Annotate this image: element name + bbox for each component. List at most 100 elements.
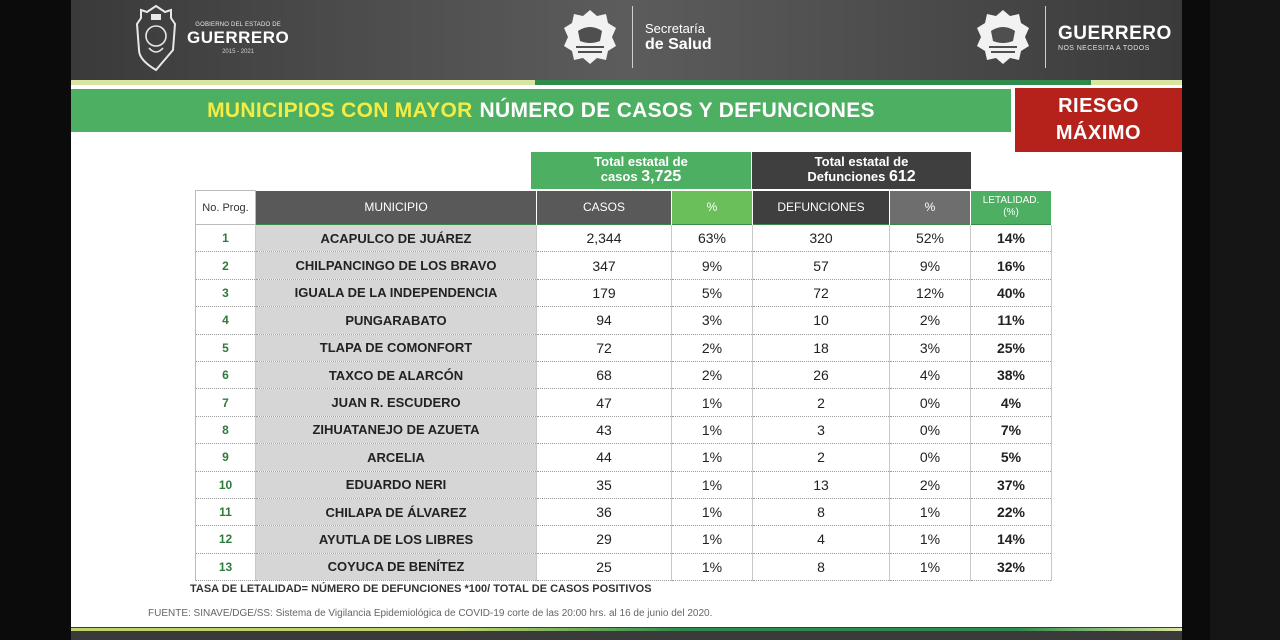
secretaria-logo: Secretaría de Salud [560,6,712,68]
total-deaths-value: 612 [888,168,916,185]
total-deaths-label: Total estatal de [814,154,909,169]
cell-casos: 43 [536,416,672,445]
cell-pct-casos: 1% [671,388,753,417]
cell-pct-defunciones: 0% [889,443,971,472]
cell-casos: 29 [536,525,672,554]
cell-defunciones: 2 [752,388,890,417]
cell-casos: 72 [536,334,672,362]
guerrero-slogan: NOS NECESITA A TODOS [1058,44,1150,52]
table-row: 8 ZIHUATANEJO DE AZUETA 43 1% 3 0% 7% [195,416,1052,445]
cell-defunciones: 18 [752,334,890,362]
header-casos: CASOS [536,190,672,225]
cell-pct-defunciones: 3% [889,334,971,362]
cell-pct-casos: 1% [671,416,753,445]
cell-letalidad: 7% [970,416,1052,445]
title-highlight: MUNICIPIOS CON MAYOR [207,98,473,122]
cell-municipio: CHILAPA DE ÁLVAREZ [255,498,537,527]
header-letalidad-line1: LETALIDAD. [982,195,1040,207]
header-municipio: MUNICIPIO [255,190,537,225]
cell-pct-casos: 1% [671,471,753,499]
slide: GOBIERNO DEL ESTADO DE GUERRERO 2015 - 2… [71,0,1182,640]
cell-letalidad: 14% [970,525,1052,554]
cell-prog: 11 [195,498,256,527]
cell-prog: 1 [195,223,256,253]
cell-prog: 10 [195,471,256,499]
cell-casos: 35 [536,471,672,499]
risk-line1: RIESGO [1058,95,1139,117]
cell-letalidad: 11% [970,306,1052,335]
total-deaths-label2: Defunciones [807,169,886,184]
table-row: 7 JUAN R. ESCUDERO 47 1% 2 0% 4% [195,388,1052,417]
total-deaths-box: Total estatal de Defunciones 612 [752,152,971,189]
state-shield-icon [135,4,177,72]
header-letalidad-line2: (%) [1003,207,1019,219]
cell-defunciones: 320 [752,223,890,253]
title-rest: NÚMERO DE CASOS Y DEFUNCIONES [479,98,875,122]
cell-pct-casos: 1% [671,443,753,472]
table-row: 13 COYUCA DE BENÍTEZ 25 1% 8 1% 32% [195,553,1052,582]
total-cases-label2: casos [600,169,638,184]
table-body: 1 ACAPULCO DE JUÁREZ 2,344 63% 320 52% 14% 2 CHI… [195,223,1052,582]
cell-prog: 8 [195,416,256,445]
cell-pct-casos: 5% [671,279,753,308]
cell-defunciones: 72 [752,279,890,308]
cell-casos: 2,344 [536,223,672,253]
cell-municipio: EDUARDO NERI [255,471,537,499]
cell-pct-defunciones: 2% [889,306,971,335]
cell-letalidad: 40% [970,279,1052,308]
table-header-row: No. Prog. MUNICIPIO CASOS % DEFUNCIONES … [195,190,1052,225]
cell-defunciones: 26 [752,361,890,390]
table-row: 3 IGUALA DE LA INDEPENDENCIA 179 5% 72 12% 40% [195,279,1052,308]
cell-prog: 9 [195,443,256,472]
header-accent-dark [535,80,1091,85]
table-row: 11 CHILAPA DE ÁLVAREZ 36 1% 8 1% 22% [195,498,1052,527]
cell-pct-defunciones: 12% [889,279,971,308]
guerrero-text: GUERRERO NOS NECESITA A TODOS [1058,23,1172,52]
page-title: MUNICIPIOS CON MAYOR NÚMERO DE CASOS Y D… [71,89,1011,132]
cell-pct-defunciones: 0% [889,388,971,417]
secretaria-text: Secretaría de Salud [645,21,712,53]
cell-casos: 179 [536,279,672,308]
cell-prog: 6 [195,361,256,390]
cell-letalidad: 4% [970,388,1052,417]
cell-letalidad: 14% [970,223,1052,253]
cell-pct-casos: 1% [671,525,753,554]
table-row: 1 ACAPULCO DE JUÁREZ 2,344 63% 320 52% 14% [195,223,1052,253]
cell-defunciones: 10 [752,306,890,335]
total-cases-box: Total estatal de casos 3,725 [531,152,751,189]
cell-prog: 7 [195,388,256,417]
cell-pct-casos: 63% [671,223,753,253]
cell-letalidad: 25% [970,334,1052,362]
cell-municipio: JUAN R. ESCUDERO [255,388,537,417]
cell-defunciones: 2 [752,443,890,472]
table-row: 6 TAXCO DE ALARCÓN 68 2% 26 4% 38% [195,361,1052,390]
cell-municipio: AYUTLA DE LOS LIBRES [255,525,537,554]
cell-pct-defunciones: 2% [889,471,971,499]
cell-prog: 13 [195,553,256,582]
cell-letalidad: 5% [970,443,1052,472]
cell-casos: 25 [536,553,672,582]
logo-separator [1045,6,1046,68]
header-bar: GOBIERNO DEL ESTADO DE GUERRERO 2015 - 2… [71,0,1182,80]
footer-accent [71,628,1182,631]
cell-defunciones: 3 [752,416,890,445]
cell-municipio: TLAPA DE COMONFORT [255,334,537,362]
right-margin [1210,0,1280,640]
header-prog: No. Prog. [195,190,256,225]
cell-municipio: CHILPANCINGO DE LOS BRAVO [255,251,537,280]
cell-pct-defunciones: 1% [889,553,971,582]
gobierno-logo: GOBIERNO DEL ESTADO DE GUERRERO 2015 - 2… [135,4,289,72]
table-row: 10 EDUARDO NERI 35 1% 13 2% 37% [195,471,1052,499]
cell-prog: 4 [195,306,256,335]
cell-municipio: ACAPULCO DE JUÁREZ [255,223,537,253]
header-defunciones: DEFUNCIONES [752,190,890,225]
guerrero-emblem-icon [977,10,1029,64]
gobierno-years: 2015 - 2021 [222,48,255,55]
risk-line2: MÁXIMO [1055,122,1142,144]
cell-pct-defunciones: 1% [889,525,971,554]
cell-casos: 36 [536,498,672,527]
cell-prog: 12 [195,525,256,554]
cell-letalidad: 16% [970,251,1052,280]
cell-pct-defunciones: 0% [889,416,971,445]
cell-casos: 44 [536,443,672,472]
